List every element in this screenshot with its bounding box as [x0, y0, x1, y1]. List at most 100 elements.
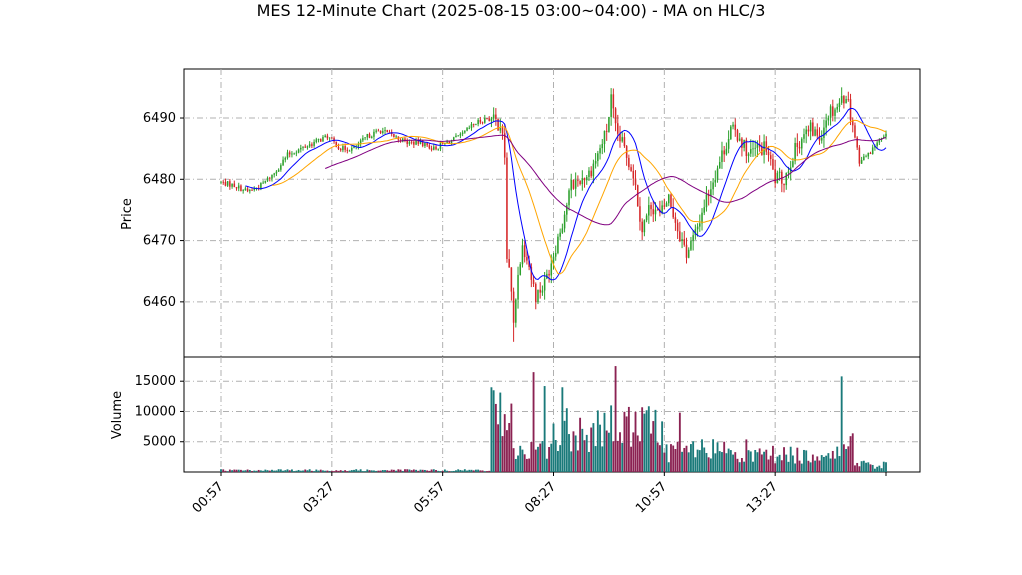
candle-body — [654, 209, 657, 215]
volume-bar — [794, 463, 797, 472]
candle-body — [388, 132, 391, 133]
candle-body — [280, 165, 282, 170]
volume-bar — [769, 455, 772, 472]
volume-bar — [244, 470, 247, 472]
candle-body — [725, 148, 728, 155]
volume-bar — [579, 417, 582, 472]
volume-bar — [228, 469, 231, 472]
candle-body — [670, 194, 672, 208]
candle-body — [521, 245, 524, 265]
volume-bar — [341, 470, 344, 472]
candle-body — [679, 231, 681, 241]
volume-bar — [623, 411, 626, 472]
volume-bar — [561, 387, 564, 472]
volume-bar — [333, 471, 335, 472]
volume-bar — [594, 446, 597, 472]
volume-bar — [339, 470, 342, 472]
candle-body — [537, 289, 539, 302]
volume-bar — [774, 463, 777, 472]
volume-bar — [856, 462, 859, 472]
candle-body — [727, 138, 730, 149]
volume-bar — [490, 387, 493, 472]
candle-body — [286, 152, 289, 158]
volume-bar — [758, 448, 761, 472]
volume-bar — [435, 469, 437, 472]
volume-bar — [503, 414, 506, 472]
volume-bar — [873, 468, 876, 472]
volume-bar — [291, 469, 293, 472]
candle-body — [876, 142, 878, 146]
candle-body — [315, 139, 318, 142]
volume-bar — [641, 407, 644, 472]
volume-bar — [317, 470, 320, 472]
volume-bars — [220, 366, 887, 472]
candle-body — [741, 138, 743, 148]
volume-bar — [652, 421, 655, 472]
candle-body — [435, 146, 437, 150]
candle-body — [867, 152, 870, 157]
candle-body — [508, 258, 510, 268]
candle-body — [366, 133, 369, 138]
candle-body — [794, 142, 796, 162]
volume-bar — [357, 470, 360, 472]
volume-bar — [610, 405, 613, 472]
price-panel: 6460 6470 6480 6490 Price — [120, 68, 921, 358]
volume-bar — [379, 470, 382, 472]
candle-body — [548, 273, 550, 276]
volume-bar — [226, 471, 229, 472]
volume-bar — [359, 469, 362, 472]
candle-body — [468, 127, 471, 129]
volume-bar — [729, 450, 732, 472]
volume-bar — [665, 444, 668, 472]
volume-bar — [275, 470, 278, 472]
price-y-tick-label: 6470 — [143, 234, 176, 249]
volume-bar — [233, 469, 236, 472]
price-candles — [220, 87, 887, 342]
candle-body — [825, 120, 827, 128]
candle-body — [676, 222, 679, 232]
candle-body — [362, 138, 364, 141]
volume-bar — [532, 372, 535, 472]
volume-bar — [667, 462, 670, 472]
volume-bar — [632, 432, 635, 472]
volume-bar — [725, 453, 728, 472]
volume-bar — [727, 448, 730, 472]
candle-body — [222, 181, 224, 183]
volume-bar — [701, 439, 703, 472]
volume-bar — [264, 469, 267, 472]
volume-bar — [687, 452, 690, 472]
volume-bar — [346, 471, 349, 472]
volume-bar — [388, 470, 391, 472]
volume-bar — [410, 470, 413, 472]
candle-body — [271, 174, 273, 179]
candle-body — [639, 206, 641, 222]
candle-body — [597, 153, 599, 162]
volume-bar — [707, 457, 710, 472]
candle-body — [823, 127, 825, 138]
candle-body — [257, 187, 260, 189]
volume-bar — [754, 449, 757, 472]
volume-bar — [627, 406, 630, 472]
candle-body — [448, 141, 451, 144]
volume-bar — [796, 447, 799, 472]
candle-body — [260, 183, 262, 189]
volume-bar — [756, 452, 759, 472]
volume-bar — [326, 470, 329, 472]
volume-bar — [514, 458, 517, 472]
volume-bar — [676, 441, 679, 472]
candle-body — [282, 159, 284, 166]
volume-bar — [805, 450, 808, 472]
candle-body — [687, 249, 690, 258]
volume-bar — [364, 471, 367, 472]
volume-bar — [381, 470, 384, 472]
candle-body — [723, 150, 725, 155]
candle-body — [769, 155, 772, 160]
candle-body — [552, 256, 555, 264]
volume-bar — [390, 469, 393, 472]
candle-body — [277, 169, 280, 172]
volume-bar — [373, 470, 375, 472]
volume-bar — [588, 451, 590, 472]
candle-body — [404, 138, 406, 141]
candle-body — [648, 205, 650, 216]
volume-bar — [820, 455, 823, 472]
